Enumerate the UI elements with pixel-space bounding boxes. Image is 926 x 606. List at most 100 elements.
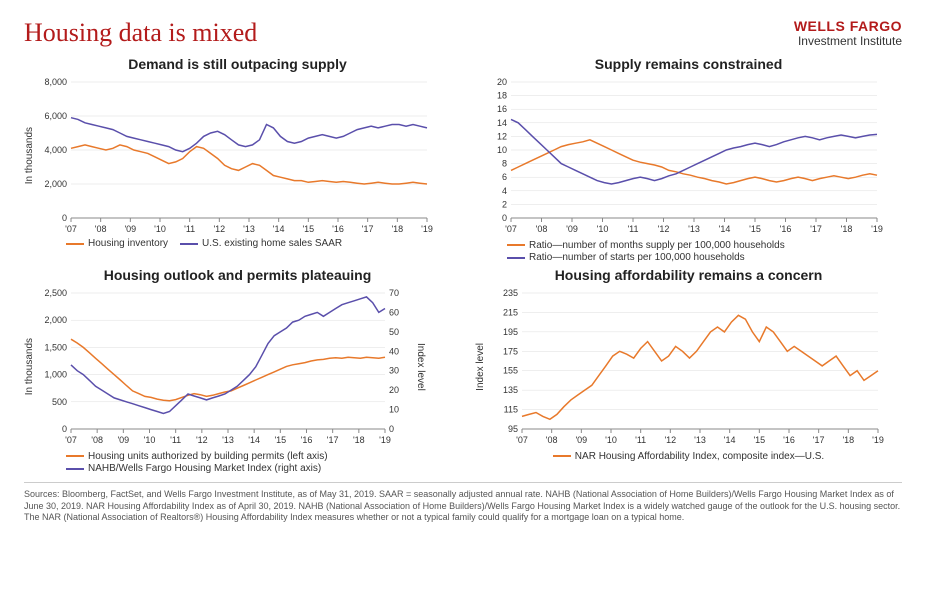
svg-text:'12: '12 xyxy=(664,435,676,445)
svg-text:'13: '13 xyxy=(694,435,706,445)
svg-text:'17: '17 xyxy=(810,224,822,234)
panel-outlook: Housing outlook and permits plateauing I… xyxy=(24,267,451,474)
legend: NAR Housing Affordability Index, composi… xyxy=(475,449,902,462)
svg-text:'13: '13 xyxy=(243,224,255,234)
svg-text:'08: '08 xyxy=(91,435,103,445)
chart-svg: 95115135155175195215235'07'08'09'10'11'1… xyxy=(486,287,886,447)
svg-text:'16: '16 xyxy=(783,435,795,445)
legend-label: Ratio—number of starts per 100,000 house… xyxy=(529,252,745,263)
svg-text:2: 2 xyxy=(502,199,507,209)
panel-title: Demand is still outpacing supply xyxy=(24,56,451,72)
svg-text:'18: '18 xyxy=(353,435,365,445)
svg-text:50: 50 xyxy=(389,327,399,337)
svg-text:4,000: 4,000 xyxy=(44,145,67,155)
panel-title: Housing outlook and permits plateauing xyxy=(24,267,451,283)
legend-label: Housing units authorized by building per… xyxy=(88,451,328,462)
svg-text:'17: '17 xyxy=(362,224,374,234)
svg-text:'11: '11 xyxy=(170,435,181,445)
y-axis-label: In thousands xyxy=(24,338,35,395)
panel-demand: Demand is still outpacing supply In thou… xyxy=(24,56,451,263)
chart-svg: 02,0004,0006,0008,000'07'08'09'10'11'12'… xyxy=(35,76,435,236)
svg-text:'13: '13 xyxy=(688,224,700,234)
svg-text:2,000: 2,000 xyxy=(44,315,67,325)
svg-text:'08: '08 xyxy=(546,435,558,445)
svg-text:'18: '18 xyxy=(841,224,853,234)
panel-title: Housing affordability remains a concern xyxy=(475,267,902,283)
svg-text:'18: '18 xyxy=(391,224,403,234)
svg-text:6,000: 6,000 xyxy=(44,111,67,121)
svg-text:'08: '08 xyxy=(95,224,107,234)
svg-text:'18: '18 xyxy=(842,435,854,445)
panel-supply: Supply remains constrained 0246810121416… xyxy=(475,56,902,263)
svg-text:'09: '09 xyxy=(575,435,587,445)
legend-swatch xyxy=(66,468,84,470)
svg-text:0: 0 xyxy=(62,424,67,434)
legend-item: Ratio—number of months supply per 100,00… xyxy=(507,240,785,251)
svg-text:1,500: 1,500 xyxy=(44,342,67,352)
svg-text:16: 16 xyxy=(497,104,507,114)
svg-text:'17: '17 xyxy=(327,435,339,445)
svg-text:8: 8 xyxy=(502,159,507,169)
svg-text:14: 14 xyxy=(497,118,507,128)
svg-text:60: 60 xyxy=(389,307,399,317)
svg-text:4: 4 xyxy=(502,186,507,196)
svg-text:2,500: 2,500 xyxy=(44,288,67,298)
page: Housing data is mixed WELLS FARGO Invest… xyxy=(0,0,926,532)
legend: Ratio—number of months supply per 100,00… xyxy=(475,238,902,263)
svg-text:'12: '12 xyxy=(658,224,670,234)
svg-text:195: 195 xyxy=(503,327,518,337)
svg-text:0: 0 xyxy=(502,213,507,223)
svg-text:'13: '13 xyxy=(222,435,234,445)
svg-text:95: 95 xyxy=(508,424,518,434)
svg-text:'16: '16 xyxy=(301,435,313,445)
chart-svg: 02468101214161820'07'08'09'10'11'12'13'1… xyxy=(475,76,885,236)
svg-text:70: 70 xyxy=(389,288,399,298)
svg-text:'09: '09 xyxy=(124,224,136,234)
legend-item: U.S. existing home sales SAAR xyxy=(180,238,342,249)
svg-text:0: 0 xyxy=(62,213,67,223)
svg-text:'10: '10 xyxy=(605,435,617,445)
legend: Housing units authorized by building per… xyxy=(24,449,451,474)
svg-text:2,000: 2,000 xyxy=(44,179,67,189)
svg-text:'19: '19 xyxy=(872,435,884,445)
svg-text:175: 175 xyxy=(503,346,518,356)
svg-text:12: 12 xyxy=(497,131,507,141)
legend-swatch xyxy=(507,257,525,259)
svg-text:'07: '07 xyxy=(516,435,528,445)
svg-text:'10: '10 xyxy=(144,435,156,445)
svg-text:'10: '10 xyxy=(154,224,166,234)
svg-text:6: 6 xyxy=(502,172,507,182)
legend-item: Ratio—number of starts per 100,000 house… xyxy=(507,252,745,263)
svg-text:'07: '07 xyxy=(65,435,77,445)
svg-text:30: 30 xyxy=(389,366,399,376)
svg-text:'12: '12 xyxy=(196,435,208,445)
svg-text:'15: '15 xyxy=(274,435,286,445)
legend-label: NAR Housing Affordability Index, composi… xyxy=(575,451,824,462)
legend-swatch xyxy=(507,244,525,246)
svg-text:215: 215 xyxy=(503,307,518,317)
chart-wrap: Index level 95115135155175195215235'07'0… xyxy=(475,287,902,447)
svg-text:40: 40 xyxy=(389,346,399,356)
legend-label: Housing inventory xyxy=(88,238,168,249)
svg-text:500: 500 xyxy=(52,397,67,407)
svg-text:'16: '16 xyxy=(780,224,792,234)
svg-text:'09: '09 xyxy=(117,435,129,445)
svg-text:'17: '17 xyxy=(813,435,825,445)
y-axis-label: In thousands xyxy=(24,127,35,184)
svg-text:'16: '16 xyxy=(332,224,344,234)
svg-text:'12: '12 xyxy=(213,224,225,234)
svg-text:'15: '15 xyxy=(302,224,314,234)
svg-text:'11: '11 xyxy=(184,224,195,234)
brand-sub: Investment Institute xyxy=(794,34,902,48)
svg-text:235: 235 xyxy=(503,288,518,298)
svg-text:'10: '10 xyxy=(597,224,609,234)
legend-swatch xyxy=(180,243,198,245)
svg-text:'15: '15 xyxy=(753,435,765,445)
legend-item: NAHB/Wells Fargo Housing Market Index (r… xyxy=(66,463,321,474)
legend: Housing inventory U.S. existing home sal… xyxy=(24,238,451,249)
svg-text:115: 115 xyxy=(504,405,518,415)
legend-label: NAHB/Wells Fargo Housing Market Index (r… xyxy=(88,463,321,474)
svg-text:'14: '14 xyxy=(724,435,736,445)
legend-swatch xyxy=(553,455,571,457)
y-axis-label-right: Index level xyxy=(415,343,426,391)
